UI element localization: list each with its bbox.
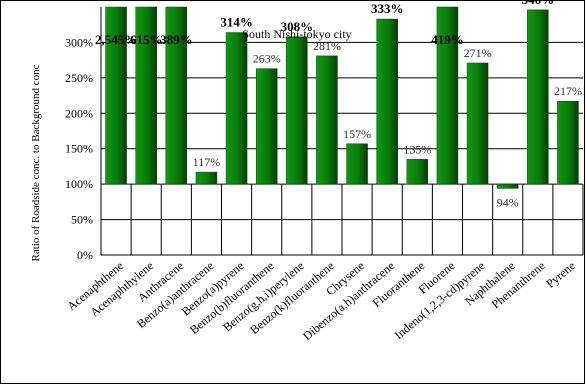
bar-data-label: 281%: [313, 39, 341, 53]
y-tick-label: 0%: [77, 248, 93, 262]
x-axis: AcenaphtheneAcenaphthyleneAnthraceneBenz…: [64, 259, 577, 344]
bar: [195, 171, 218, 185]
bar: [466, 62, 489, 185]
y-tick-label: 50%: [71, 213, 93, 227]
y-axis-title: Ratio of Roadside conc. to Background co…: [30, 64, 42, 261]
bar-data-label: 157%: [343, 127, 371, 141]
chart-title: South Nishi-tokyo city: [242, 27, 351, 41]
bar-labels: 2,545%615%389% 117% 314% 263% 308% 281% 157% 33…: [95, 0, 582, 209]
bar: [316, 55, 338, 185]
bar-data-label: 263%: [253, 52, 281, 66]
bar: [135, 6, 157, 185]
bars: [105, 6, 579, 189]
bar-data-label: 333%: [371, 1, 404, 16]
bar-data-label: 135%: [403, 142, 431, 156]
bar: [225, 32, 248, 185]
x-category-label: Pyrene: [543, 259, 578, 291]
y-tick-label: 100%: [65, 177, 93, 191]
bar: [286, 36, 308, 185]
y-tick-label: 300%: [65, 35, 93, 49]
bar: [436, 6, 459, 185]
bar: [406, 159, 429, 185]
bar-data-label: 615%: [130, 32, 163, 47]
bar-data-label: 389%: [160, 32, 193, 47]
y-tick-label: 250%: [65, 71, 93, 85]
bar-data-label: 314%: [220, 15, 253, 30]
y-axis: 0% 50% 100% 150% 200% 250% 300%: [65, 7, 102, 262]
bar: [346, 143, 368, 185]
bar-data-label: 346%: [522, 0, 555, 7]
bar-data-label: 419%: [431, 32, 464, 47]
bar-data-label: 271%: [464, 46, 492, 60]
bar: [527, 9, 549, 185]
bar-data-label: 94%: [497, 195, 519, 209]
bar: [255, 68, 278, 185]
y-tick-label: 150%: [65, 142, 93, 156]
bar: [376, 18, 398, 185]
bar-data-label: 217%: [554, 84, 582, 98]
bar: [165, 6, 188, 185]
y-tick-label: 200%: [65, 106, 93, 120]
bar: [105, 6, 127, 185]
bar-data-label: 117%: [193, 155, 221, 169]
bar-data-label: 308%: [281, 19, 314, 34]
bar: [496, 183, 519, 189]
bar-data-label: 2,545%: [95, 32, 137, 47]
bar: [557, 100, 579, 185]
